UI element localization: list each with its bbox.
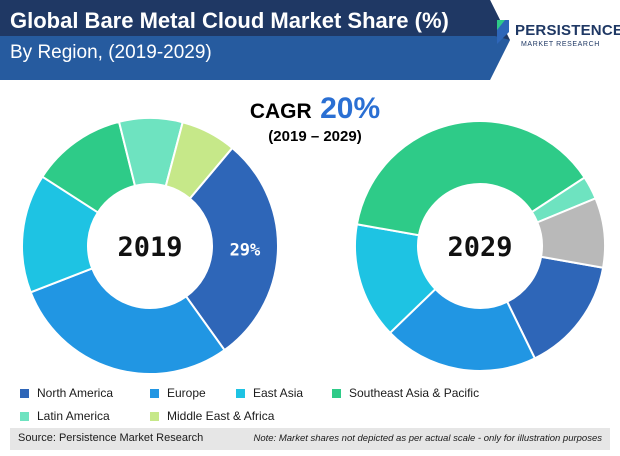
legend-item-middle-east-africa: Middle East & Africa [150,409,274,423]
legend-item-southeast-asia-pacific: Southeast Asia & Pacific [332,386,479,400]
chart-title: Global Bare Metal Cloud Market Share (%) [10,8,449,33]
legend-swatch [20,388,29,398]
slice-middle-east-africa-2019 [164,121,234,200]
legend-item-north-america: North America [20,386,113,400]
logo-subtext: MARKET RESEARCH [521,41,600,48]
logo-mark-icon [497,20,509,44]
cagr-callout: CAGR 20% [200,92,430,126]
legend-swatch [332,388,341,398]
logo-wordmark: PERSISTENCE [515,22,620,39]
cagr-label: CAGR [249,100,312,123]
legend-label: Southeast Asia & Pacific [349,386,480,400]
legend-item-east-asia: East Asia [236,386,303,400]
chart-subtitle: By Region, (2019-2029) [10,42,212,63]
slice-europe-2019 [29,267,226,375]
data-label-north-america: 29% [230,241,261,261]
slice-southeast-asia-pacific-2029 [355,120,586,237]
legend-item-europe: Europe [150,386,206,400]
slice-europe-2029 [388,287,537,372]
persistence-logo: PERSISTENCE MARKET RESEARCH [495,18,620,66]
header-banner: Global Bare Metal Cloud Market Share (%)… [0,0,620,80]
slice-north-america-2019 [184,146,279,352]
note-text: Note: Market shares not depicted as per … [253,433,602,444]
slice-middle-east-africa-2029 [536,197,606,269]
legend-label: East Asia [253,386,304,400]
footer-bar: Source: Persistence Market Research Note… [10,428,610,450]
legend-swatch [236,388,245,398]
legend-swatch [150,411,159,421]
legend-label: Europe [167,386,206,400]
legend-label: Middle East & Africa [167,409,275,423]
donut-charts: 29% 2019 2029 [21,117,606,375]
legend-label: Latin America [37,409,110,423]
center-label-2029: 2029 [447,232,512,263]
legend-swatch [150,388,159,398]
source-text: Source: Persistence Market Research [18,432,204,444]
legend-label: North America [37,386,114,400]
legend-swatch [20,411,29,421]
header-background [0,0,510,80]
cagr-value: 20% [320,92,381,125]
legend-item-latin-america: Latin America [20,409,110,423]
center-label-2019: 2019 [117,232,182,263]
cagr-period: (2019 – 2029) [268,128,362,145]
